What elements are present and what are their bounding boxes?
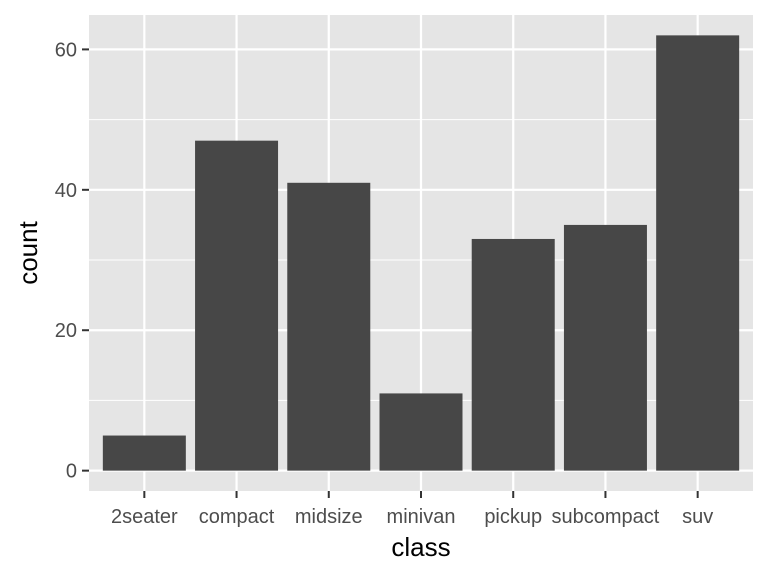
x-tick-label-subcompact: subcompact	[552, 506, 660, 528]
bar-2seater	[102, 435, 186, 471]
x-tick-label-suv: suv	[682, 506, 713, 528]
x-axis-ticks: 2seater compact midsize minivan pickup subcom…	[111, 491, 713, 528]
bars	[102, 35, 740, 471]
x-tick-label-minivan: minivan	[387, 506, 456, 528]
x-tick-label-pickup: pickup	[484, 506, 542, 528]
y-tick-label: 60	[55, 39, 77, 61]
y-tick-label: 20	[55, 320, 77, 342]
y-tick-label: 0	[66, 461, 77, 483]
y-axis-ticks: 0 20 40 60	[55, 39, 89, 483]
bar-midsize	[287, 182, 371, 471]
x-tick-label-compact: compact	[199, 506, 275, 528]
y-tick-label: 40	[55, 180, 77, 202]
bar-minivan	[379, 393, 463, 471]
bar-pickup	[471, 238, 555, 471]
bar-compact	[195, 140, 279, 471]
bar-subcompact	[563, 224, 647, 471]
bar-suv	[656, 35, 740, 471]
x-tick-label-midsize: midsize	[295, 506, 363, 528]
y-axis-title: count	[13, 220, 43, 284]
x-tick-label-2seater: 2seater	[111, 506, 178, 528]
x-axis-title: class	[391, 532, 450, 562]
